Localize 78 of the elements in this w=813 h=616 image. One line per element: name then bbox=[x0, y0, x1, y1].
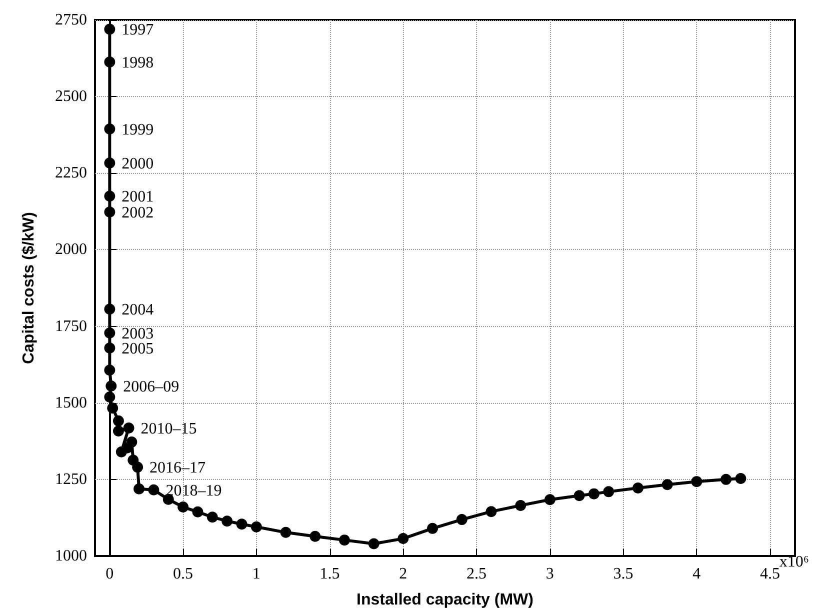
point bbox=[544, 494, 556, 506]
annotation: 2006–09 bbox=[123, 378, 180, 396]
annotation: 2003 bbox=[122, 326, 154, 343]
point bbox=[691, 476, 702, 488]
point bbox=[574, 490, 585, 502]
point bbox=[178, 501, 189, 512]
point bbox=[206, 512, 218, 523]
point bbox=[662, 479, 673, 490]
annotation: 2000 bbox=[122, 156, 154, 173]
y-tick-label: 2500 bbox=[55, 88, 87, 106]
point bbox=[123, 422, 134, 434]
point bbox=[112, 415, 124, 426]
y-tick-label: 2250 bbox=[55, 164, 87, 182]
y-tick-label: 2750 bbox=[55, 12, 87, 28]
point bbox=[104, 158, 116, 169]
point bbox=[132, 462, 144, 473]
y-tick-label: 1500 bbox=[55, 394, 87, 412]
point bbox=[280, 526, 292, 538]
point bbox=[112, 426, 124, 437]
point bbox=[104, 342, 116, 354]
x-tick-label: 1.5 bbox=[320, 566, 340, 582]
annotation: 2010–15 bbox=[140, 420, 197, 438]
point bbox=[720, 474, 732, 485]
point bbox=[456, 514, 468, 526]
point bbox=[106, 380, 117, 392]
y-tick-label: 2000 bbox=[55, 241, 87, 258]
annotation: x10⁶ bbox=[779, 554, 809, 570]
point bbox=[104, 206, 116, 218]
x-tick-label: 3.5 bbox=[613, 566, 634, 582]
point bbox=[104, 328, 116, 339]
annotation: 1997 bbox=[122, 22, 154, 39]
point bbox=[148, 484, 160, 496]
annotation: 1998 bbox=[122, 54, 154, 72]
point bbox=[107, 402, 118, 414]
annotation: 2016–17 bbox=[150, 460, 206, 477]
point bbox=[104, 392, 116, 403]
y-tick-label: 1250 bbox=[55, 470, 87, 488]
point bbox=[632, 482, 644, 494]
point bbox=[236, 518, 248, 530]
x-tick-label: 4 bbox=[692, 566, 701, 582]
x-tick-label: 0.5 bbox=[173, 566, 194, 582]
point bbox=[104, 24, 116, 35]
annotation: 1999 bbox=[122, 122, 154, 139]
point bbox=[250, 521, 262, 532]
point bbox=[310, 530, 321, 542]
point bbox=[398, 533, 409, 544]
x-tick-label: 1 bbox=[252, 566, 260, 582]
point bbox=[486, 506, 497, 518]
point bbox=[368, 538, 380, 550]
point bbox=[126, 436, 138, 448]
point bbox=[735, 473, 746, 484]
point bbox=[603, 486, 614, 498]
point bbox=[515, 500, 526, 511]
x-axis-title: Installed capacity (MW) bbox=[356, 592, 534, 608]
point bbox=[134, 483, 145, 494]
y-axis-title: Capital costs ($/kW) bbox=[20, 212, 38, 364]
point bbox=[427, 522, 438, 534]
x-tick-label: 4.5 bbox=[760, 566, 780, 582]
point bbox=[588, 488, 600, 500]
point bbox=[104, 190, 116, 202]
point bbox=[192, 506, 204, 518]
point bbox=[222, 516, 233, 527]
annotation: 2001 bbox=[122, 188, 154, 206]
annotation: 2004 bbox=[122, 302, 154, 319]
y-tick-label: 1750 bbox=[55, 318, 87, 335]
annotation: 2018–19 bbox=[166, 482, 222, 500]
y-tick-label: 1000 bbox=[55, 548, 87, 564]
x-tick-label: 0 bbox=[106, 566, 114, 582]
point bbox=[104, 56, 116, 68]
point bbox=[104, 124, 116, 135]
x-tick-label: 2 bbox=[399, 566, 408, 582]
x-tick-label: 2.5 bbox=[466, 566, 487, 582]
point bbox=[104, 364, 116, 376]
point bbox=[338, 534, 350, 546]
point bbox=[104, 304, 116, 315]
annotation: 2002 bbox=[122, 204, 154, 222]
x-tick-label: 3 bbox=[546, 566, 554, 582]
annotation: 2005 bbox=[122, 340, 154, 358]
